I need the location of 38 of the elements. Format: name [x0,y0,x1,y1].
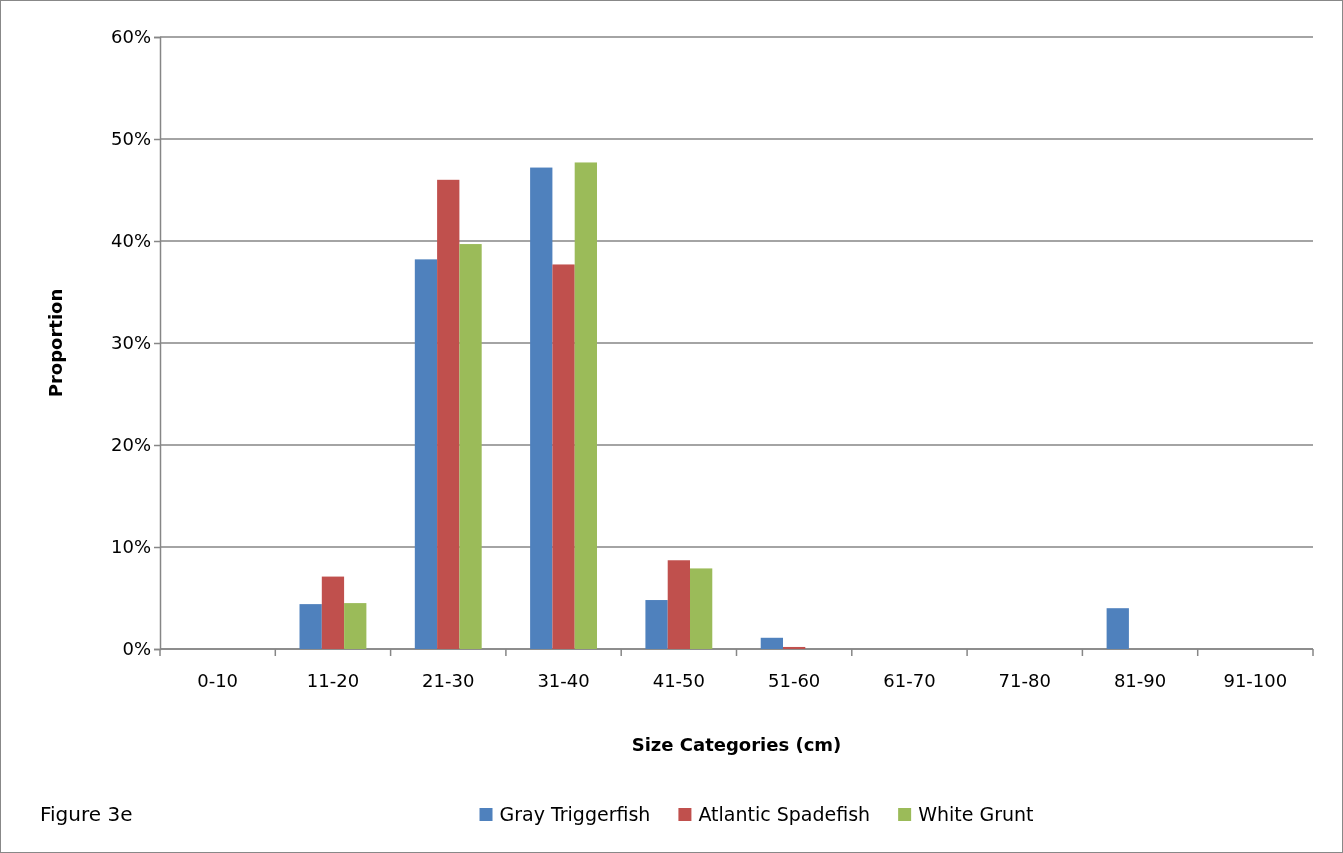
bar [459,244,482,649]
legend-label: Atlantic Spadefish [698,803,871,825]
y-tick-label: 0% [122,638,151,660]
x-tick-label: 21-30 [422,670,475,691]
bar [667,560,690,649]
x-tick-label: 81-90 [1113,670,1167,691]
bar [760,637,783,649]
caption: Figure 3e [40,802,133,826]
bar [552,264,575,649]
bar [321,576,345,649]
bar [574,162,597,649]
y-axis-title: Proportion [45,288,66,398]
y-tick-label: 20% [110,434,151,456]
x-tick-label: 41-50 [652,670,706,691]
bar [645,600,668,649]
y-tick-label: 30% [110,332,151,354]
x-tick-label: 11-20 [306,670,360,691]
bar [1106,608,1129,649]
bar [690,568,713,649]
x-tick-label: 0-10 [197,670,239,691]
bar [299,604,322,649]
y-tick-label: 60% [110,26,151,48]
y-tick-label: 50% [110,128,151,150]
legend-label: Gray Triggerfish [499,803,651,825]
bar [437,179,460,649]
legend-label: White Grunt [918,803,1034,825]
bar [414,259,438,649]
x-tick-label: 71-80 [998,670,1051,691]
bar [783,646,806,649]
y-tick-label: 40% [110,230,151,252]
x-tick-label: 31-40 [537,670,590,691]
bar [344,603,367,649]
y-tick-label: 10% [110,536,151,558]
bar [530,167,553,649]
x-tick-label: 61-70 [883,670,936,691]
x-tick-label: 51-60 [767,670,821,691]
x-tick-label: 91-100 [1223,670,1288,691]
x-axis-title: Size Categories (cm) [631,734,842,755]
